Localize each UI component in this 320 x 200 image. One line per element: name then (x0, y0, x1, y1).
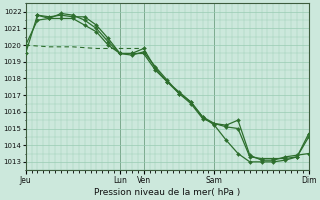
X-axis label: Pression niveau de la mer( hPa ): Pression niveau de la mer( hPa ) (94, 188, 240, 197)
